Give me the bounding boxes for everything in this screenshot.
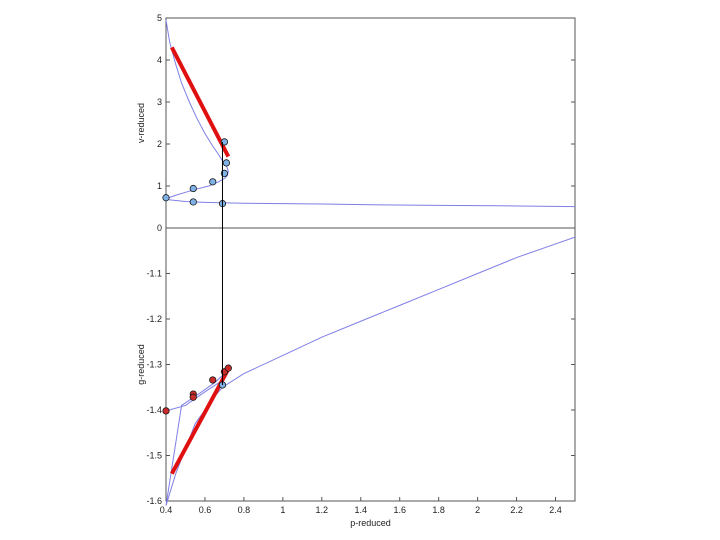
data-point: [209, 178, 217, 186]
x-tick-label: 0.8: [238, 505, 251, 515]
y-tick-label: -1.2: [146, 314, 162, 324]
y-tick-label: 5: [157, 13, 162, 23]
x-tick-label: 2: [475, 505, 480, 515]
y-axis-label: g-reduced: [136, 344, 146, 385]
x-tick-label: 1.2: [316, 505, 329, 515]
y-tick-label: -1.5: [146, 451, 162, 461]
plot-frame-1: [165, 227, 576, 502]
y-tick-label: 3: [157, 97, 162, 107]
y-tick-label: 2: [157, 139, 162, 149]
series-line-0: [164, 20, 576, 208]
tangent-line: [170, 368, 231, 475]
x-tick-label: 0.6: [199, 505, 212, 515]
tangent-line: [170, 46, 231, 158]
y-tick-label: -1.3: [146, 360, 162, 370]
bottom-plot-g-reduced: -1.1 -1.2 -1.3 -1.4 -1.5 -1.60.4 0.6 0.8 1 1.2 1.4…: [136, 227, 576, 528]
x-tick-label: 1.6: [393, 505, 406, 515]
x-tick-label: 1: [280, 505, 285, 515]
y-tick-label: 4: [157, 55, 162, 65]
data-point-red: [162, 407, 170, 415]
data-point: [222, 159, 230, 167]
data-point: [162, 194, 170, 202]
x-tick-label: 0.4: [160, 505, 173, 515]
data-point-red: [224, 364, 232, 372]
y-axis-label: v-reduced: [136, 103, 146, 143]
x-tick-label: 2.2: [510, 505, 523, 515]
data-point-red: [189, 393, 197, 401]
x-tick-label: 2.4: [549, 505, 562, 515]
data-point: [189, 184, 197, 193]
y-tick-label: 1: [157, 181, 162, 191]
x-axis-label: p-reduced: [350, 518, 391, 528]
y-tick-label: 0: [157, 223, 162, 233]
data-point: [189, 198, 197, 206]
top-plot-v-reduced: 0 1 2 3 4 5 v-reduced: [136, 13, 576, 233]
x-tick-label: 1.8: [432, 505, 445, 515]
y-tick-label: -1.1: [146, 269, 162, 279]
data-point-red: [209, 376, 217, 384]
y-tick-label: -1.4: [146, 405, 162, 415]
y-tick-label: -1.6: [146, 496, 162, 506]
plot-frame-0: [165, 17, 576, 229]
x-tick-label: 1.4: [355, 505, 368, 515]
